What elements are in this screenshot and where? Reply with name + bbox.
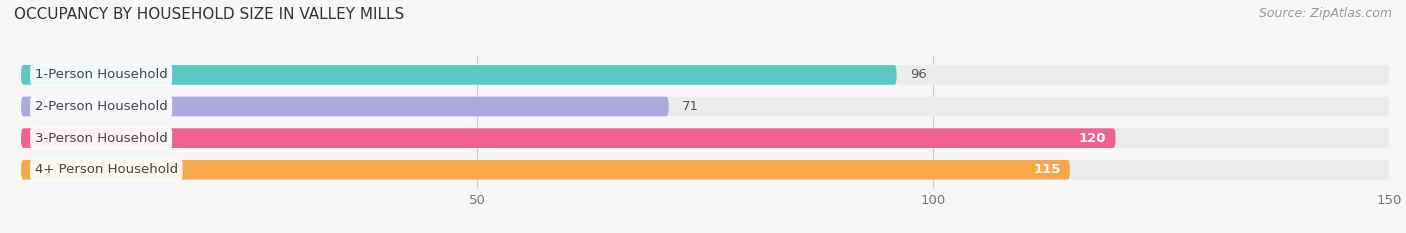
Text: 120: 120 bbox=[1078, 132, 1107, 145]
Text: OCCUPANCY BY HOUSEHOLD SIZE IN VALLEY MILLS: OCCUPANCY BY HOUSEHOLD SIZE IN VALLEY MI… bbox=[14, 7, 405, 22]
Text: 96: 96 bbox=[910, 69, 927, 81]
FancyBboxPatch shape bbox=[21, 128, 1115, 148]
FancyBboxPatch shape bbox=[21, 97, 1389, 116]
FancyBboxPatch shape bbox=[21, 160, 1389, 180]
Text: 2-Person Household: 2-Person Household bbox=[35, 100, 167, 113]
FancyBboxPatch shape bbox=[21, 65, 1389, 85]
Text: Source: ZipAtlas.com: Source: ZipAtlas.com bbox=[1258, 7, 1392, 20]
Text: 115: 115 bbox=[1033, 163, 1060, 176]
Text: 71: 71 bbox=[682, 100, 699, 113]
FancyBboxPatch shape bbox=[21, 65, 897, 85]
Text: 3-Person Household: 3-Person Household bbox=[35, 132, 167, 145]
FancyBboxPatch shape bbox=[21, 97, 669, 116]
FancyBboxPatch shape bbox=[21, 160, 1070, 180]
Text: 1-Person Household: 1-Person Household bbox=[35, 69, 167, 81]
Text: 4+ Person Household: 4+ Person Household bbox=[35, 163, 179, 176]
FancyBboxPatch shape bbox=[21, 128, 1389, 148]
